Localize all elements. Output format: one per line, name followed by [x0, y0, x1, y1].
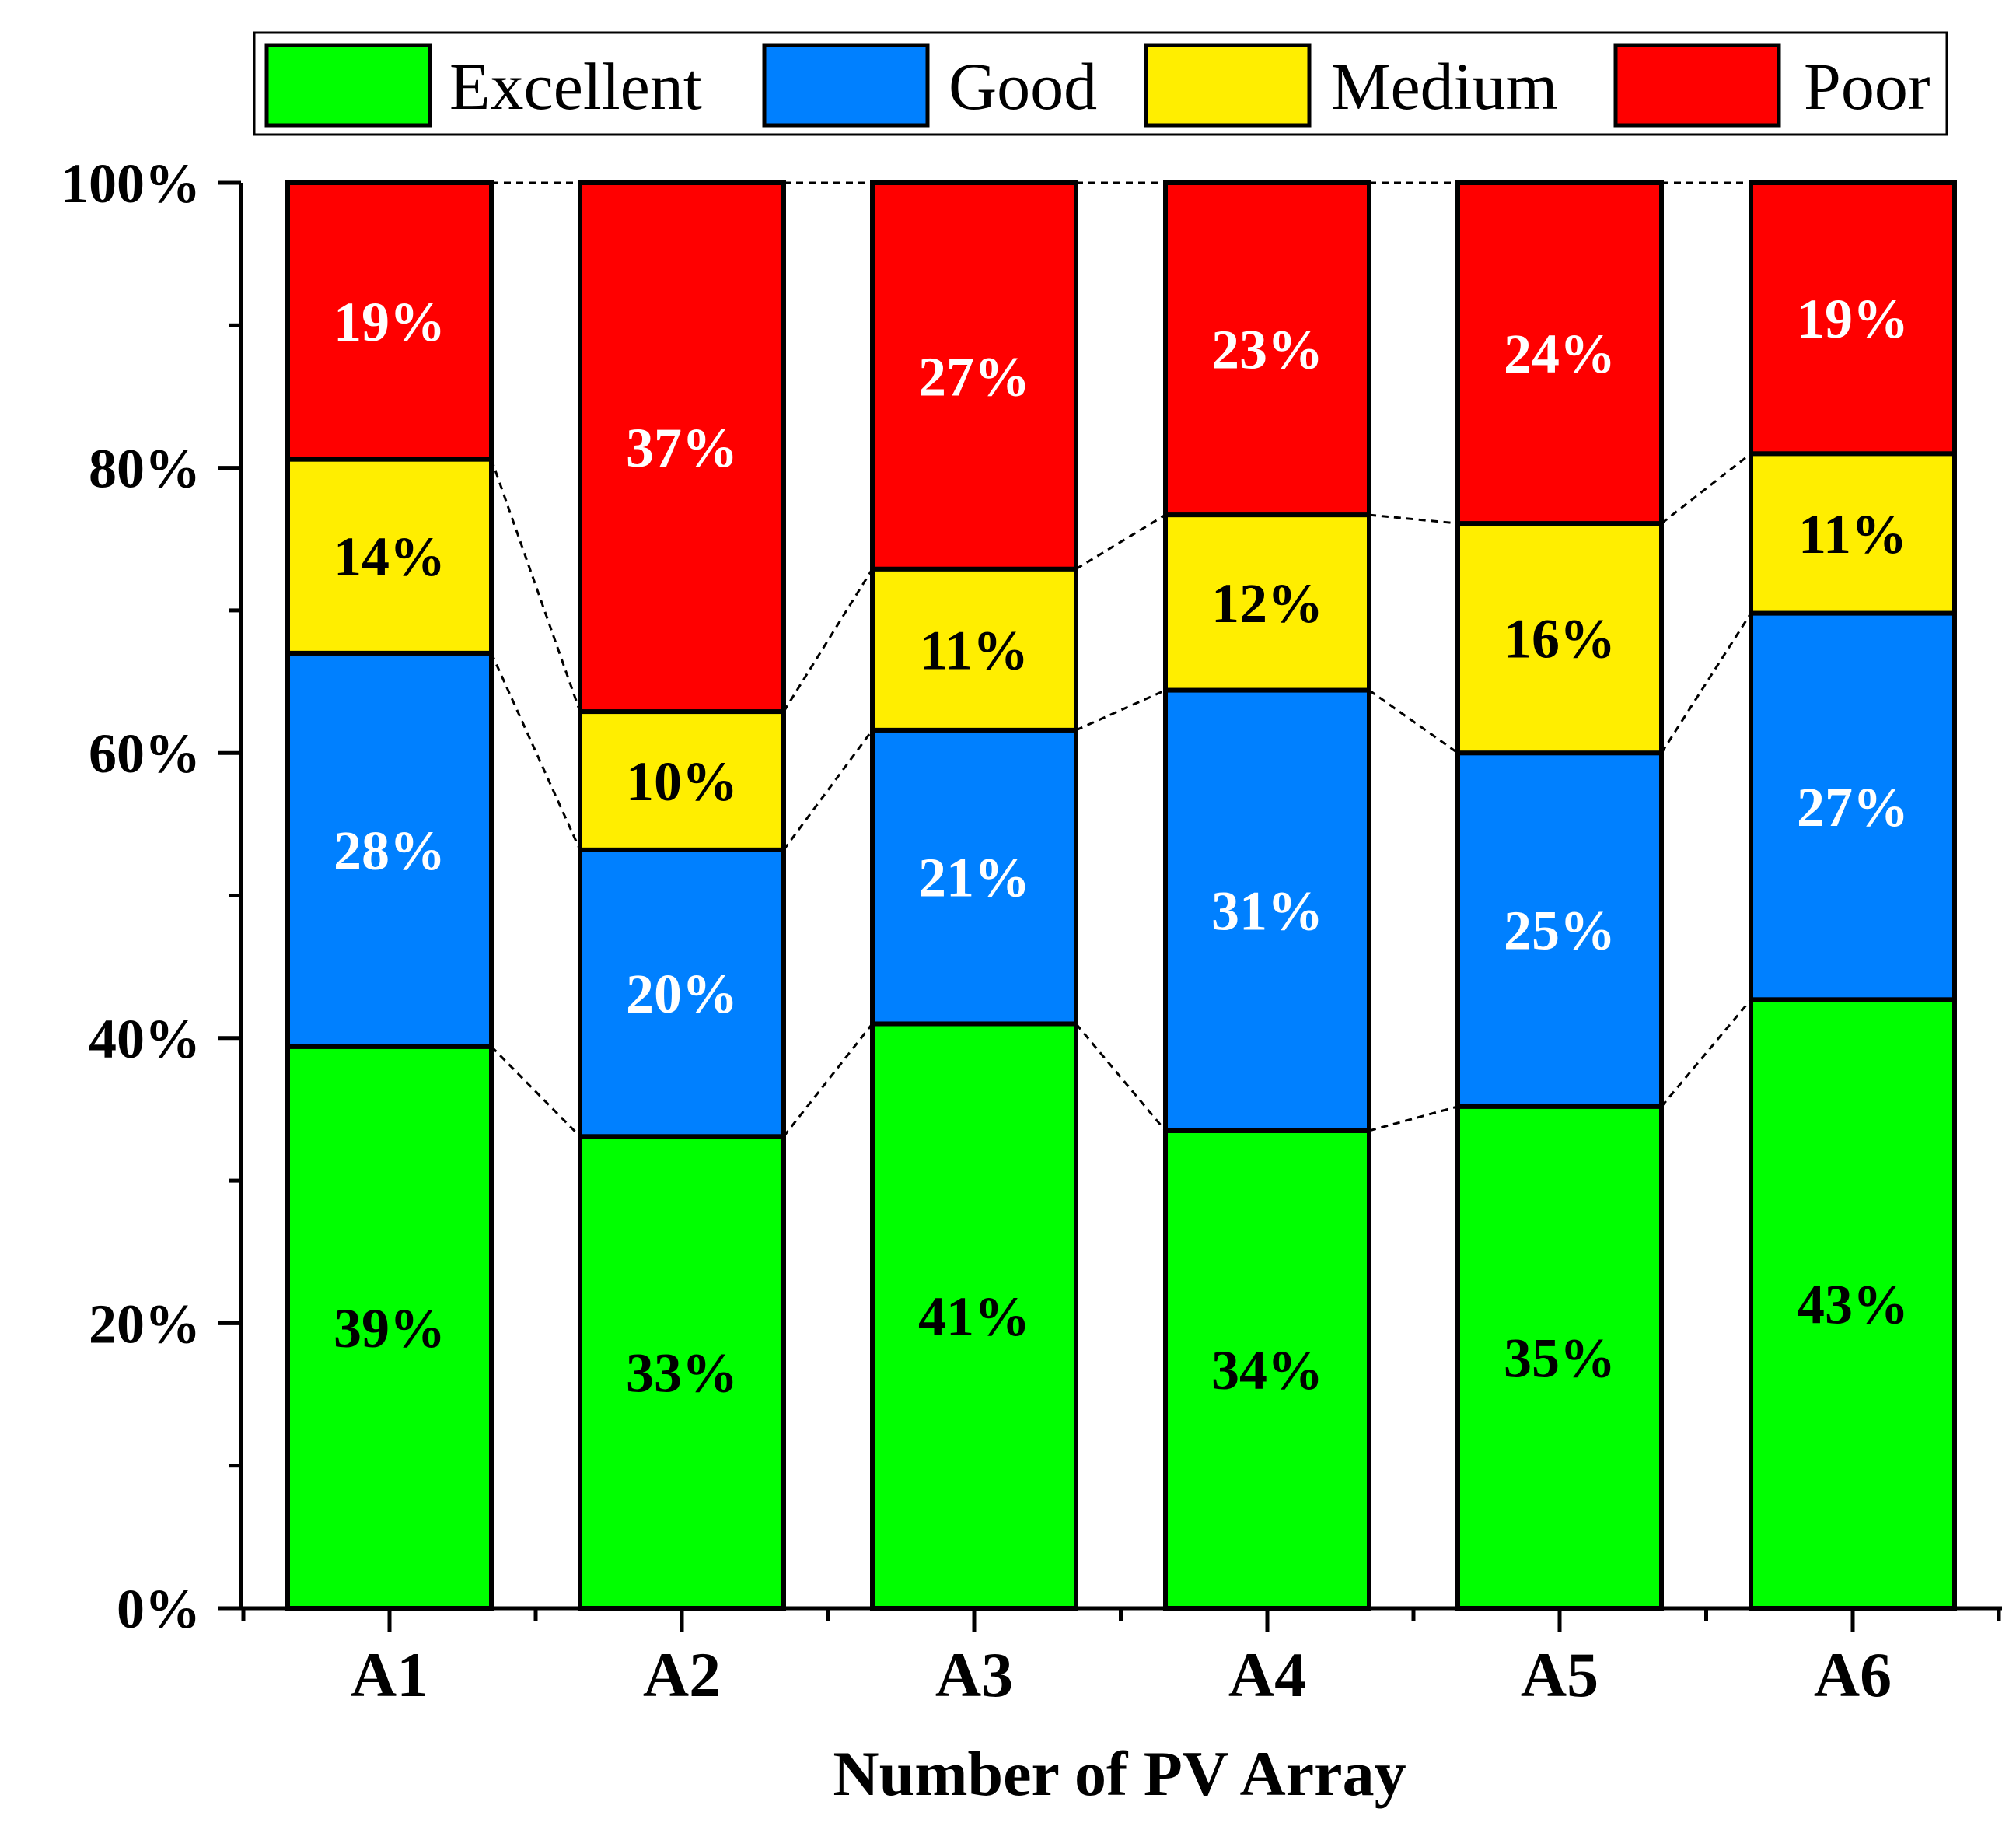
- connector-line: [782, 729, 874, 851]
- legend-label-medium: Medium: [1331, 49, 1557, 124]
- data-label-poor-a3: 27%: [918, 345, 1030, 408]
- connector-line: [490, 1045, 582, 1138]
- data-label-good-a1: 28%: [334, 820, 445, 882]
- bar-good-a5: [1455, 750, 1664, 1109]
- data-label-excellent-a1: 39%: [334, 1297, 445, 1359]
- connector-line: [1075, 513, 1166, 571]
- bar-good-a6: [1749, 610, 1957, 1002]
- bar-poor-a5: [1455, 180, 1664, 526]
- data-label-excellent-a4: 34%: [1211, 1339, 1323, 1401]
- data-label-good-a4: 31%: [1211, 880, 1323, 943]
- bars: [285, 180, 1957, 1611]
- connector-line: [782, 568, 874, 712]
- bar-excellent-a6: [1749, 997, 1957, 1611]
- data-label-medium-a2: 10%: [626, 750, 738, 813]
- x-tick-label: A6: [1814, 1639, 1892, 1710]
- data-label-excellent-a2: 33%: [626, 1342, 738, 1404]
- legend-label-excellent: Excellent: [449, 49, 702, 124]
- connector-line: [1661, 453, 1752, 525]
- connector-line: [1660, 612, 1752, 754]
- data-label-poor-a2: 37%: [626, 417, 738, 479]
- legend-swatch-poor: [1613, 43, 1781, 128]
- bar-poor-a2: [578, 180, 786, 715]
- connector-line: [490, 459, 582, 712]
- legend-label-good: Good: [949, 49, 1097, 124]
- bar-excellent-a4: [1163, 1128, 1371, 1611]
- y-tick-label: 20%: [89, 1293, 201, 1355]
- legend-label-poor: Poor: [1804, 49, 1930, 124]
- axes: 0% 20% 40% 60% 80% 100% A1 A2 A3 A4 A5 A6: [61, 152, 2002, 1710]
- bar-poor-a3: [870, 180, 1078, 572]
- legend-swatch-excellent: [264, 43, 432, 128]
- x-tick-label: A3: [935, 1639, 1013, 1710]
- x-tick-label: A2: [643, 1639, 721, 1710]
- bar-poor-a4: [1163, 180, 1371, 518]
- data-label-medium-a5: 16%: [1504, 608, 1616, 670]
- bar-good-a3: [870, 727, 1078, 1027]
- data-label-good-a2: 20%: [626, 963, 738, 1025]
- y-tick-label: 40%: [89, 1008, 201, 1070]
- connector-line: [1074, 1023, 1167, 1132]
- connector-line: [782, 1023, 874, 1138]
- bar-medium-a1: [285, 457, 494, 656]
- bar-poor-a6: [1749, 180, 1957, 457]
- y-tick-label: 0%: [117, 1578, 201, 1640]
- data-label-poor-a5: 24%: [1504, 323, 1616, 385]
- x-tick-label: A4: [1228, 1639, 1306, 1710]
- connector-lines: [490, 181, 1752, 1138]
- x-tick-label: A5: [1521, 1639, 1598, 1710]
- data-label-good-a5: 25%: [1504, 899, 1616, 961]
- data-label-medium-a4: 12%: [1211, 572, 1323, 635]
- bar-poor-a1: [285, 180, 494, 462]
- bar-excellent-a5: [1455, 1104, 1664, 1611]
- data-label-excellent-a3: 41%: [918, 1286, 1030, 1348]
- data-labels: 39% 33% 41% 34% 35% 43% 28% 20% 21% 31% 25% 27% 14% 1…: [334, 288, 1909, 1404]
- data-label-excellent-a5: 35%: [1504, 1327, 1616, 1389]
- y-tick-label: 100%: [61, 152, 201, 215]
- data-label-good-a3: 21%: [918, 847, 1030, 909]
- data-label-poor-a4: 23%: [1211, 319, 1323, 381]
- y-tick-label: 60%: [89, 722, 201, 785]
- legend: Excellent Good Medium Poor: [253, 31, 1948, 136]
- legend-swatch-good: [762, 43, 930, 128]
- data-label-excellent-a6: 43%: [1797, 1274, 1909, 1336]
- connector-line: [490, 652, 582, 851]
- data-label-medium-a1: 14%: [334, 526, 445, 588]
- data-label-poor-a1: 19%: [334, 291, 445, 353]
- connector-line: [1368, 1105, 1459, 1132]
- data-label-poor-a6: 19%: [1797, 288, 1909, 350]
- x-tick-label: A1: [351, 1639, 428, 1710]
- legend-swatch-medium: [1144, 43, 1312, 128]
- bar-good-a1: [285, 650, 494, 1049]
- connector-line: [1368, 689, 1459, 754]
- data-label-medium-a3: 11%: [920, 619, 1029, 681]
- connector-line: [1075, 689, 1166, 732]
- x-axis-title: Number of PV Array: [833, 1738, 1406, 1809]
- y-tick-label: 80%: [89, 438, 201, 500]
- data-label-medium-a6: 11%: [1798, 503, 1907, 565]
- bar-good-a4: [1163, 687, 1371, 1133]
- connector-line: [1368, 513, 1459, 525]
- connector-line: [1660, 999, 1752, 1107]
- bar-good-a2: [578, 847, 786, 1139]
- data-label-good-a6: 27%: [1797, 776, 1909, 838]
- bar-excellent-a2: [578, 1134, 786, 1611]
- bar-medium-a4: [1163, 512, 1371, 693]
- bar-medium-a5: [1455, 521, 1664, 756]
